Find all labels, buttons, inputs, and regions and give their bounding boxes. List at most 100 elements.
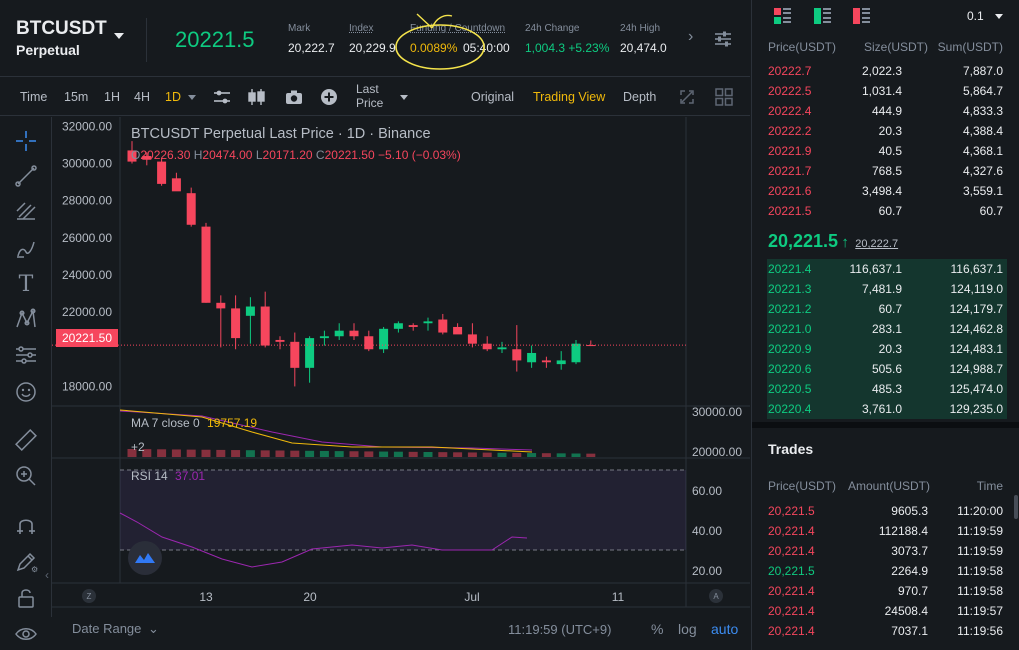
- bid-row[interactable]: 20220.5 485.3 125,474.0: [752, 379, 1007, 399]
- ask-row[interactable]: 20222.4 444.9 4,833.3: [752, 101, 1007, 121]
- price-axis-label: 24000.00: [62, 268, 112, 282]
- bid-row[interactable]: 20220.9 20.3 124,483.1: [752, 339, 1007, 359]
- volume-bar: [556, 453, 566, 457]
- volume-bar: [275, 450, 285, 457]
- symbol-selector[interactable]: BTCUSDT Perpetual: [16, 18, 131, 62]
- lock-icon[interactable]: [14, 586, 38, 610]
- log-scale-toggle[interactable]: log: [678, 621, 697, 637]
- ask-price: 20222.4: [768, 104, 812, 118]
- trade-amount: 112188.4: [878, 524, 928, 538]
- last-price: 20221.5: [175, 27, 255, 52]
- trades-header: Price(USDT) Amount(USDT) Time: [752, 476, 1007, 496]
- auto-scale-toggle[interactable]: auto: [711, 621, 739, 637]
- chevron-down-icon: [114, 33, 124, 39]
- last-price-selector[interactable]: Last Price: [356, 82, 411, 112]
- ohlc-o-label: O: [131, 148, 141, 162]
- drawing-toolbar: T ⚙: [0, 117, 52, 617]
- interval-15m[interactable]: 15m: [64, 90, 89, 104]
- pattern-icon[interactable]: [14, 307, 38, 331]
- orderbook-bids-icon[interactable]: [814, 8, 831, 25]
- scrollbar[interactable]: [1014, 495, 1018, 519]
- camera-icon[interactable]: [285, 89, 303, 105]
- smiley-icon[interactable]: [14, 380, 38, 404]
- ma-legend: MA 7 close 0 19757.19: [131, 416, 257, 430]
- ask-row[interactable]: 20221.9 40.5 4,368.1: [752, 141, 1007, 161]
- candle-type-icon[interactable]: [247, 88, 267, 106]
- view-depth[interactable]: Depth: [623, 90, 657, 104]
- more-indicators[interactable]: +2: [131, 440, 145, 454]
- interval-time[interactable]: Time: [20, 90, 48, 104]
- time-axis-label: 11: [612, 590, 625, 604]
- trade-price: 20,221.4: [768, 584, 815, 598]
- zoom-in-icon[interactable]: [14, 464, 38, 488]
- view-trading-view[interactable]: Trading View: [533, 90, 606, 104]
- add-indicator-icon[interactable]: [320, 88, 338, 106]
- volume-bar: [512, 452, 522, 457]
- crosshair-icon[interactable]: [14, 129, 38, 153]
- ask-sum: 5,864.7: [962, 84, 1003, 98]
- orderbook-both-icon[interactable]: [774, 8, 791, 25]
- ask-size: 444.9: [871, 104, 902, 118]
- candle-body: [334, 330, 344, 337]
- bid-row[interactable]: 20221.0 283.1 124,462.8: [752, 319, 1007, 339]
- time-axis-label: Jul: [464, 590, 479, 604]
- depth-select[interactable]: 0.1: [967, 9, 1004, 23]
- bid-row[interactable]: 20221.4 116,637.1 116,637.1: [752, 259, 1007, 279]
- text-tool-icon[interactable]: T: [18, 271, 34, 297]
- orderbook-last-price[interactable]: 20,221.5 ↑ 20,222.7: [768, 231, 898, 252]
- ask-row[interactable]: 20221.7 768.5 4,327.6: [752, 161, 1007, 181]
- interval-1d[interactable]: 1D: [165, 90, 197, 104]
- interval-4h[interactable]: 4H: [134, 90, 150, 104]
- trade-amount: 2264.9: [891, 564, 928, 578]
- settings-sliders-icon[interactable]: [714, 30, 732, 48]
- bid-size: 7,481.9: [861, 282, 902, 296]
- eye-icon[interactable]: [14, 625, 38, 643]
- bid-row[interactable]: 20221.2 60.7 124,179.7: [752, 299, 1007, 319]
- date-range-button[interactable]: Date Range ⌄: [72, 621, 159, 637]
- layout-grid-icon[interactable]: [715, 88, 733, 106]
- candle-body: [364, 336, 374, 350]
- ask-row[interactable]: 20222.5 1,031.4 5,864.7: [752, 81, 1007, 101]
- candle-body: [142, 156, 152, 160]
- ask-sum: 4,388.4: [962, 124, 1003, 138]
- funding-label[interactable]: Funding / Countdown: [410, 23, 506, 34]
- fib-lines-icon[interactable]: [14, 200, 38, 224]
- funding-countdown: 05:40:00: [463, 41, 510, 55]
- bid-row[interactable]: 20220.4 3,761.0 129,235.0: [752, 399, 1007, 419]
- brush-icon[interactable]: [14, 236, 38, 260]
- rsi-band: [120, 470, 686, 550]
- candle-body: [349, 330, 359, 337]
- volume-bar: [423, 452, 433, 457]
- measure-icon[interactable]: [14, 343, 38, 367]
- interval-1h[interactable]: 1H: [104, 90, 120, 104]
- candle-body: [201, 226, 211, 303]
- ask-size: 60.7: [878, 204, 902, 218]
- ohlc-l-label: L: [255, 148, 263, 162]
- bid-sum: 124,119.0: [950, 282, 1004, 296]
- indicator-sliders-icon[interactable]: [213, 89, 231, 105]
- ask-row[interactable]: 20222.2 20.3 4,388.4: [752, 121, 1007, 141]
- candle-body: [216, 302, 226, 309]
- percent-scale-toggle[interactable]: %: [651, 621, 664, 637]
- magnet-icon[interactable]: [14, 514, 38, 538]
- trend-line-icon[interactable]: [14, 164, 38, 188]
- collapse-arrow-icon[interactable]: ‹: [45, 568, 49, 582]
- chevron-right-icon[interactable]: ›: [688, 28, 694, 45]
- ask-row[interactable]: 20222.7 2,022.3 7,887.0: [752, 61, 1007, 81]
- draw-mode-icon[interactable]: ⚙: [14, 550, 38, 574]
- ask-row[interactable]: 20221.5 60.7 60.7: [752, 201, 1007, 221]
- ruler-icon[interactable]: [14, 428, 38, 452]
- view-original[interactable]: Original: [471, 90, 515, 104]
- volume-bar: [319, 450, 329, 457]
- bid-row[interactable]: 20221.3 7,481.9 124,119.0: [752, 279, 1007, 299]
- ask-size: 1,031.4: [861, 84, 902, 98]
- orderbook-asks-icon[interactable]: [853, 8, 870, 25]
- ask-row[interactable]: 20221.6 3,498.4 3,559.1: [752, 181, 1007, 201]
- fullscreen-icon[interactable]: [679, 89, 695, 105]
- volume-bar: [142, 449, 152, 457]
- index-label[interactable]: Index: [349, 23, 374, 34]
- price-chart[interactable]: 32000.00 30000.00 28000.00 26000.00 24000.00…: [52, 117, 750, 650]
- volume-bar: [290, 450, 300, 457]
- ask-size: 20.3: [878, 124, 902, 138]
- bid-row[interactable]: 20220.6 505.6 124,988.7: [752, 359, 1007, 379]
